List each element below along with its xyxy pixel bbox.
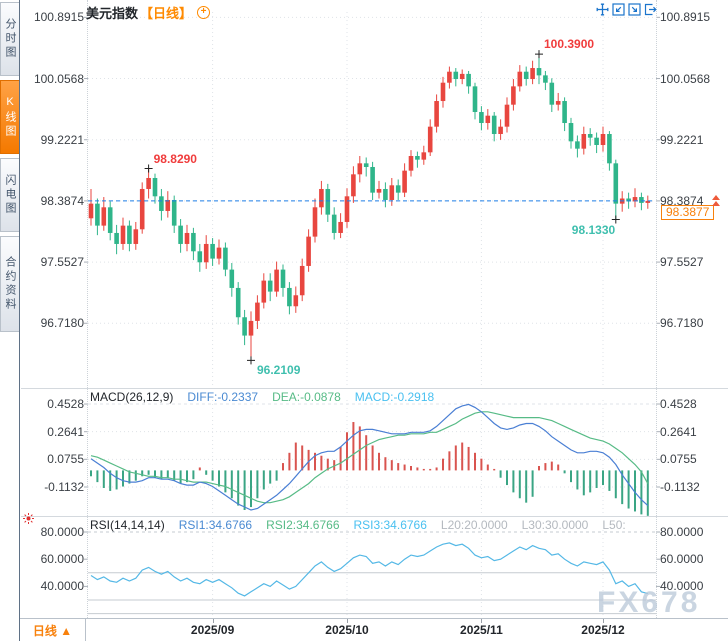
axis-label: 99.2221 <box>40 132 84 147</box>
plot-right-boundary <box>656 0 657 618</box>
axis-label: 100.8915 <box>660 10 711 25</box>
swing-low-label: 98.1330 <box>571 222 616 237</box>
axis-label: 0.0755 <box>47 452 84 467</box>
axis-label: -0.1132 <box>660 479 700 494</box>
sidebar-tab-timeshare[interactable]: 分时图 <box>0 2 19 76</box>
current-price-tag: 98.3877 <box>661 204 715 220</box>
date-label: 2025/09 <box>190 623 235 637</box>
axis-label: 98.3874 <box>40 193 84 208</box>
divider <box>85 619 86 641</box>
period-tag: 【日线】 <box>140 6 193 21</box>
axis-label: 98.3874 <box>660 193 704 208</box>
range-left-icon[interactable] <box>612 3 625 16</box>
swing-low-label: 96.2109 <box>257 363 301 378</box>
axis-label: 60.0000 <box>40 552 84 567</box>
axis-label: 0.2641 <box>47 424 84 439</box>
rsi-l20-value: L20:20.0000 <box>440 518 508 532</box>
period-selector[interactable]: 日线 ▲ <box>32 623 73 638</box>
sidebar: 分时图 K线图 闪电图 合约资料 <box>0 0 20 641</box>
instrument-title: 美元指数 <box>86 6 139 21</box>
panel-separator <box>21 516 728 517</box>
chart-header: 美元指数 【日线】 + <box>86 3 211 22</box>
sidebar-tab-lightning[interactable]: 闪电图 <box>0 158 19 232</box>
sidebar-tab-contract-info[interactable]: 合约资料 <box>0 236 19 332</box>
axis-label: 97.5527 <box>40 255 84 270</box>
axis-label: 80.0000 <box>40 525 84 539</box>
macd-name: MACD(26,12,9) <box>90 390 174 404</box>
axis-label: 100.0568 <box>33 71 84 86</box>
time-axis-bar: 日线 ▲ 2025/09 2025/10 2025/11 2025/12 <box>20 618 728 641</box>
macd-macd-value: MACD:-0.2918 <box>354 390 435 404</box>
axis-label: 97.5527 <box>660 255 704 270</box>
axis-label: 0.2641 <box>660 424 697 439</box>
sidebar-tab-kline[interactable]: K线图 <box>0 80 19 154</box>
macd-canvas[interactable] <box>0 398 728 516</box>
swing-high-label: 98.8290 <box>153 151 197 166</box>
date-tick <box>212 619 214 623</box>
axis-label: 96.7180 <box>660 316 704 331</box>
watermark: FX678 <box>597 586 701 619</box>
date-label: 2025/12 <box>581 623 625 637</box>
chart-toolbar <box>596 3 657 16</box>
axis-label: 40.0000 <box>40 579 84 594</box>
rsi-l30-value: L30:30.0000 <box>521 518 589 532</box>
date-label: 2025/10 <box>325 623 369 637</box>
axis-label: 0.4528 <box>47 397 84 412</box>
rsi-canvas[interactable] <box>0 528 728 618</box>
axis-label: 40.0000 <box>660 579 704 594</box>
macd-diff-value: DIFF:-0.2337 <box>187 390 259 404</box>
panel-separator <box>21 388 728 389</box>
rsi-name: RSI(14,14,14) <box>90 518 165 532</box>
price-alert-icon[interactable] <box>712 194 720 207</box>
rsi-l50-value: L50: <box>602 518 626 532</box>
axis-label: 99.2221 <box>660 132 704 147</box>
export-icon[interactable] <box>644 3 657 16</box>
axis-label: 0.0755 <box>660 452 697 467</box>
plot-left-boundary <box>87 0 88 618</box>
axis-label: 100.0568 <box>660 71 711 86</box>
swing-high-label: 100.3900 <box>544 37 595 52</box>
rsi-header: RSI(14,14,14) RSI1:34.6766 RSI2:34.6766 … <box>90 518 655 532</box>
date-tick <box>347 619 348 623</box>
crosshair-icon[interactable] <box>596 3 609 16</box>
date-tick <box>481 619 483 623</box>
rsi1-value: RSI1:34.6766 <box>178 518 253 532</box>
rsi2-value: RSI2:34.6766 <box>266 518 340 532</box>
axis-label: 100.8915 <box>33 10 84 25</box>
plus-icon[interactable]: + <box>197 6 211 19</box>
axis-label: 0.4528 <box>660 397 697 412</box>
range-right-icon[interactable] <box>628 3 641 16</box>
macd-dea-value: DEA:-0.0878 <box>272 390 341 404</box>
date-label: 2025/11 <box>460 623 503 637</box>
macd-header: MACD(26,12,9) DIFF:-0.2337 DEA:-0.0878 M… <box>90 390 650 404</box>
axis-label: -0.1132 <box>44 479 84 494</box>
date-tick <box>603 619 604 623</box>
candlestick-canvas[interactable] <box>0 0 728 392</box>
axis-label: 80.0000 <box>660 525 704 539</box>
rsi3-value: RSI3:34.6766 <box>353 518 427 532</box>
axis-label: 60.0000 <box>660 552 704 567</box>
axis-label: 96.7180 <box>40 316 84 331</box>
alarm-icon[interactable] <box>22 512 35 525</box>
